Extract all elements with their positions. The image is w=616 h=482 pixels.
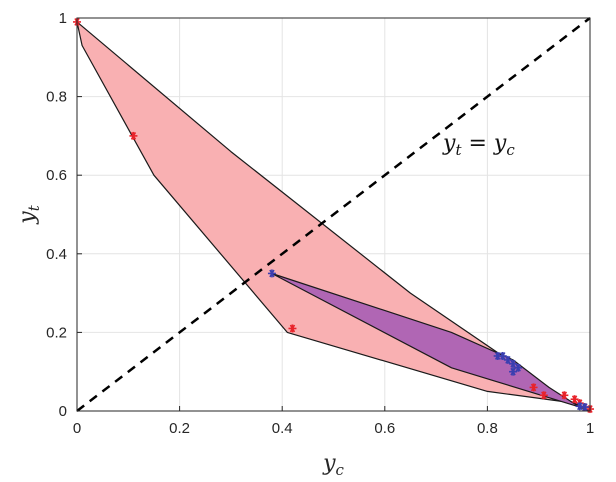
- blue-point: [509, 367, 518, 376]
- ticks: 0 0.2 0.4 0.6 0.8 1 0 0.2 0.4 0.6 0.8 1: [46, 10, 594, 437]
- y-tick-label: 0.2: [46, 324, 67, 341]
- y-tick-label: 0.8: [46, 89, 67, 106]
- blue-point: [514, 363, 523, 372]
- blue-point: [498, 351, 507, 360]
- red-point: [570, 395, 579, 404]
- x-tick-label: 1: [586, 420, 594, 437]
- y-tick-label: 0.6: [46, 167, 67, 184]
- red-point: [560, 391, 569, 400]
- diagonal-annotation: yt = yc: [442, 131, 515, 159]
- blue-point: [503, 355, 512, 364]
- x-tick-label: 0.8: [477, 420, 498, 437]
- red-point: [129, 131, 138, 140]
- x-tick-label: 0.4: [272, 420, 293, 437]
- y-axis-label: yt: [15, 204, 43, 224]
- x-tick-label: 0.6: [374, 420, 395, 437]
- y-tick-label: 1: [59, 10, 67, 27]
- purple-region: [271, 272, 581, 408]
- red-point: [539, 391, 548, 400]
- plot-frame: [76, 17, 591, 412]
- y-tick-label: 0.4: [46, 246, 67, 263]
- diagonal-dashed-line: [76, 17, 591, 412]
- y-tick-label: 0: [59, 403, 67, 420]
- blue-point: [580, 403, 589, 412]
- red-point: [288, 324, 297, 333]
- x-axis-label: yc: [322, 451, 344, 479]
- x-tick-label: 0.2: [169, 420, 190, 437]
- red-point: [529, 383, 538, 392]
- x-tick-label: 0: [73, 420, 81, 437]
- blue-point: [509, 359, 518, 368]
- markers: [73, 17, 594, 414]
- blue-point: [267, 269, 276, 278]
